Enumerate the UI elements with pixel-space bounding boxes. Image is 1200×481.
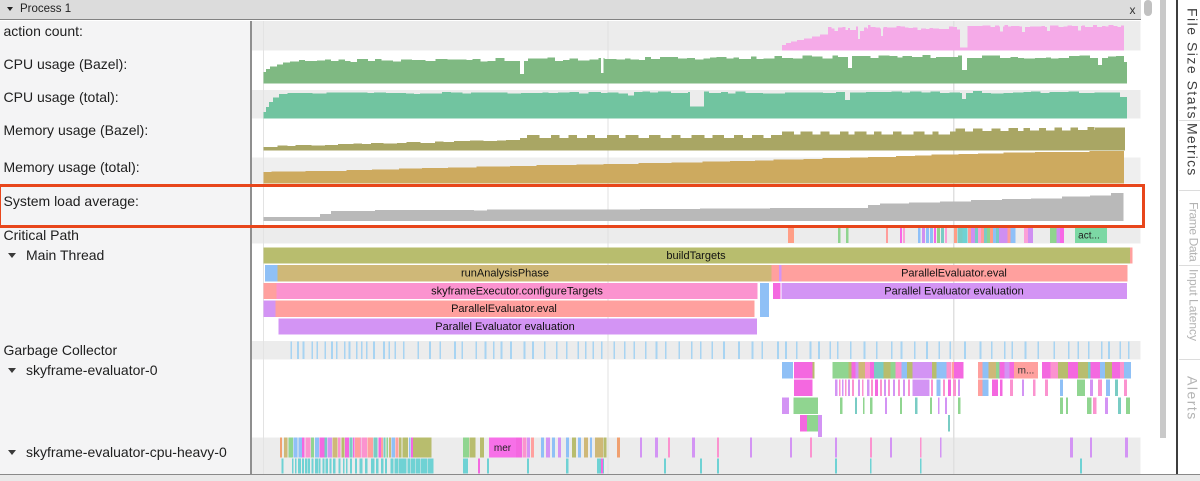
svg-text:skyframeExecutor.configureTarg: skyframeExecutor.configureTargets: [431, 285, 603, 297]
svg-text:act...: act...: [1078, 231, 1100, 242]
svg-text:mer: mer: [494, 443, 512, 454]
svg-text:Parallel Evaluator evaluation: Parallel Evaluator evaluation: [435, 321, 574, 333]
svg-text:buildTargets: buildTargets: [666, 250, 726, 262]
svg-text:runAnalysisPhase: runAnalysisPhase: [461, 268, 549, 280]
svg-text:ParallelEvaluator.eval: ParallelEvaluator.eval: [901, 268, 1007, 280]
svg-text:m...: m...: [1018, 366, 1035, 377]
svg-text:ParallelEvaluator.eval: ParallelEvaluator.eval: [451, 303, 557, 315]
svg-text:Parallel Evaluator evaluation: Parallel Evaluator evaluation: [884, 285, 1023, 297]
